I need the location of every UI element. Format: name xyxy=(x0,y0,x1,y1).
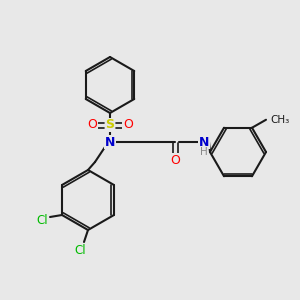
Text: O: O xyxy=(170,154,180,166)
Text: N: N xyxy=(105,136,115,148)
Text: N: N xyxy=(199,136,209,148)
Text: H: H xyxy=(200,147,208,157)
Text: Cl: Cl xyxy=(74,244,86,256)
Text: S: S xyxy=(106,118,115,131)
Text: O: O xyxy=(87,118,97,131)
Text: O: O xyxy=(123,118,133,131)
Text: CH₃: CH₃ xyxy=(270,115,289,125)
Text: Cl: Cl xyxy=(36,214,48,226)
